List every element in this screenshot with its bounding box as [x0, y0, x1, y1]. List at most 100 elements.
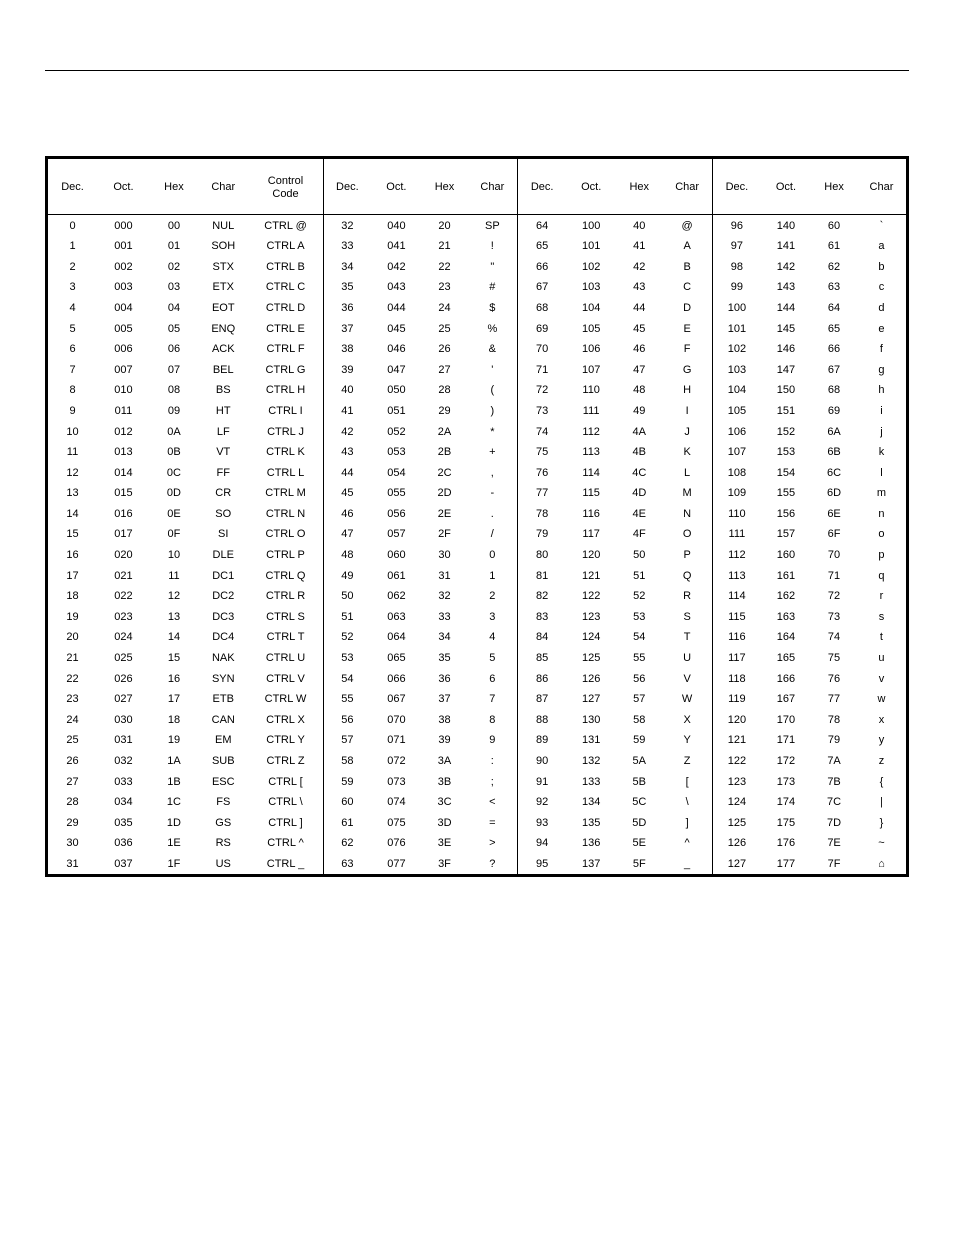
table-row: 300361ERSCTRL ^620763E>941365E^1261767E~: [47, 833, 908, 854]
table-cell: 20: [47, 627, 98, 648]
table-cell: =: [467, 813, 518, 834]
table-cell: 108: [713, 462, 761, 483]
table-cell: 1: [47, 236, 98, 257]
table-cell: a: [857, 236, 908, 257]
table-cell: 106: [713, 421, 761, 442]
table-cell: 076: [371, 833, 422, 854]
table-cell: 121: [566, 565, 617, 586]
table-row: 2202616SYNCTRL V540663668612656V11816676…: [47, 668, 908, 689]
col-control-code: ControlCode: [249, 158, 324, 215]
table-cell: b: [857, 256, 908, 277]
table-cell: [: [662, 771, 713, 792]
table-cell: 22: [422, 256, 468, 277]
table-cell: l: [857, 462, 908, 483]
table-cell: 175: [761, 813, 812, 834]
table-cell: 10: [150, 545, 198, 566]
table-cell: 51: [323, 607, 371, 628]
table-row: 1802212DC2CTRL R500623228212252R11416272…: [47, 586, 908, 607]
table-cell: CTRL P: [249, 545, 324, 566]
table-cell: 78: [518, 504, 566, 525]
table-cell: 156: [761, 504, 812, 525]
table-cell: 58: [323, 751, 371, 772]
table-cell: 177: [761, 854, 812, 876]
table-cell: 32: [422, 586, 468, 607]
table-cell: 27: [47, 771, 98, 792]
table-cell: 21: [422, 236, 468, 257]
table-cell: 7: [467, 689, 518, 710]
table-cell: 29: [422, 401, 468, 422]
table-cell: 6F: [811, 524, 857, 545]
table-cell: 98: [713, 256, 761, 277]
table-cell: 044: [371, 298, 422, 319]
table-cell: 5: [467, 648, 518, 669]
table-cell: 115: [566, 483, 617, 504]
table-cell: 60: [323, 792, 371, 813]
table-cell: 0: [467, 545, 518, 566]
table-cell: 25: [422, 318, 468, 339]
table-cell: 166: [761, 668, 812, 689]
table-cell: 12: [150, 586, 198, 607]
table-cell: 020: [97, 545, 150, 566]
table-cell: ENQ: [198, 318, 249, 339]
table-cell: 1F: [150, 854, 198, 876]
table-cell: 5B: [616, 771, 662, 792]
table-cell: 021: [97, 565, 150, 586]
table-cell: 162: [761, 586, 812, 607]
table-cell: 120: [566, 545, 617, 566]
table-cell: z: [857, 751, 908, 772]
table-cell: CTRL Z: [249, 751, 324, 772]
table-cell: NUL: [198, 215, 249, 236]
table-cell: CTRL U: [249, 648, 324, 669]
table-cell: 163: [761, 607, 812, 628]
col-char: Char: [198, 158, 249, 215]
table-cell: 44: [616, 298, 662, 319]
table-cell: 34: [422, 627, 468, 648]
table-cell: ]: [662, 813, 713, 834]
table-cell: 18: [47, 586, 98, 607]
table-row: 000000NULCTRL @3204020SP6410040@9614060`: [47, 215, 908, 236]
table-cell: ⌂: [857, 854, 908, 876]
table-cell: w: [857, 689, 908, 710]
table-cell: 126: [713, 833, 761, 854]
table-cell: i: [857, 401, 908, 422]
table-cell: SYN: [198, 668, 249, 689]
table-cell: 013: [97, 442, 150, 463]
table-cell: 6E: [811, 504, 857, 525]
table-cell: 143: [761, 277, 812, 298]
table-cell: SP: [467, 215, 518, 236]
table-cell: 160: [761, 545, 812, 566]
table-cell: 114: [713, 586, 761, 607]
table-cell: 56: [616, 668, 662, 689]
table-cell: DLE: [198, 545, 249, 566]
table-cell: ETX: [198, 277, 249, 298]
table-cell: m: [857, 483, 908, 504]
table-cell: 3: [47, 277, 98, 298]
table-cell: ;: [467, 771, 518, 792]
table-cell: CTRL ]: [249, 813, 324, 834]
table-cell: 30: [47, 833, 98, 854]
table-cell: 133: [566, 771, 617, 792]
table-cell: CTRL G: [249, 359, 324, 380]
table-cell: 3D: [422, 813, 468, 834]
table-cell: 0: [47, 215, 98, 236]
table-cell: 172: [761, 751, 812, 772]
table-cell: (: [467, 380, 518, 401]
table-cell: O: [662, 524, 713, 545]
table-cell: 54: [323, 668, 371, 689]
table-cell: v: [857, 668, 908, 689]
table-cell: 57: [323, 730, 371, 751]
table-cell: 2A: [422, 421, 468, 442]
table-cell: #: [467, 277, 518, 298]
table-cell: y: [857, 730, 908, 751]
table-cell: CTRL C: [249, 277, 324, 298]
table-row: 150170FSICTRL O470572F/791174FO1111576Fo: [47, 524, 908, 545]
table-cell: 036: [97, 833, 150, 854]
table-cell: 100: [713, 298, 761, 319]
table-cell: 37: [422, 689, 468, 710]
table-cell: S: [662, 607, 713, 628]
table-cell: 62: [811, 256, 857, 277]
table-cell: 27: [422, 359, 468, 380]
table-cell: 109: [713, 483, 761, 504]
table-cell: 91: [518, 771, 566, 792]
table-cell: 76: [811, 668, 857, 689]
